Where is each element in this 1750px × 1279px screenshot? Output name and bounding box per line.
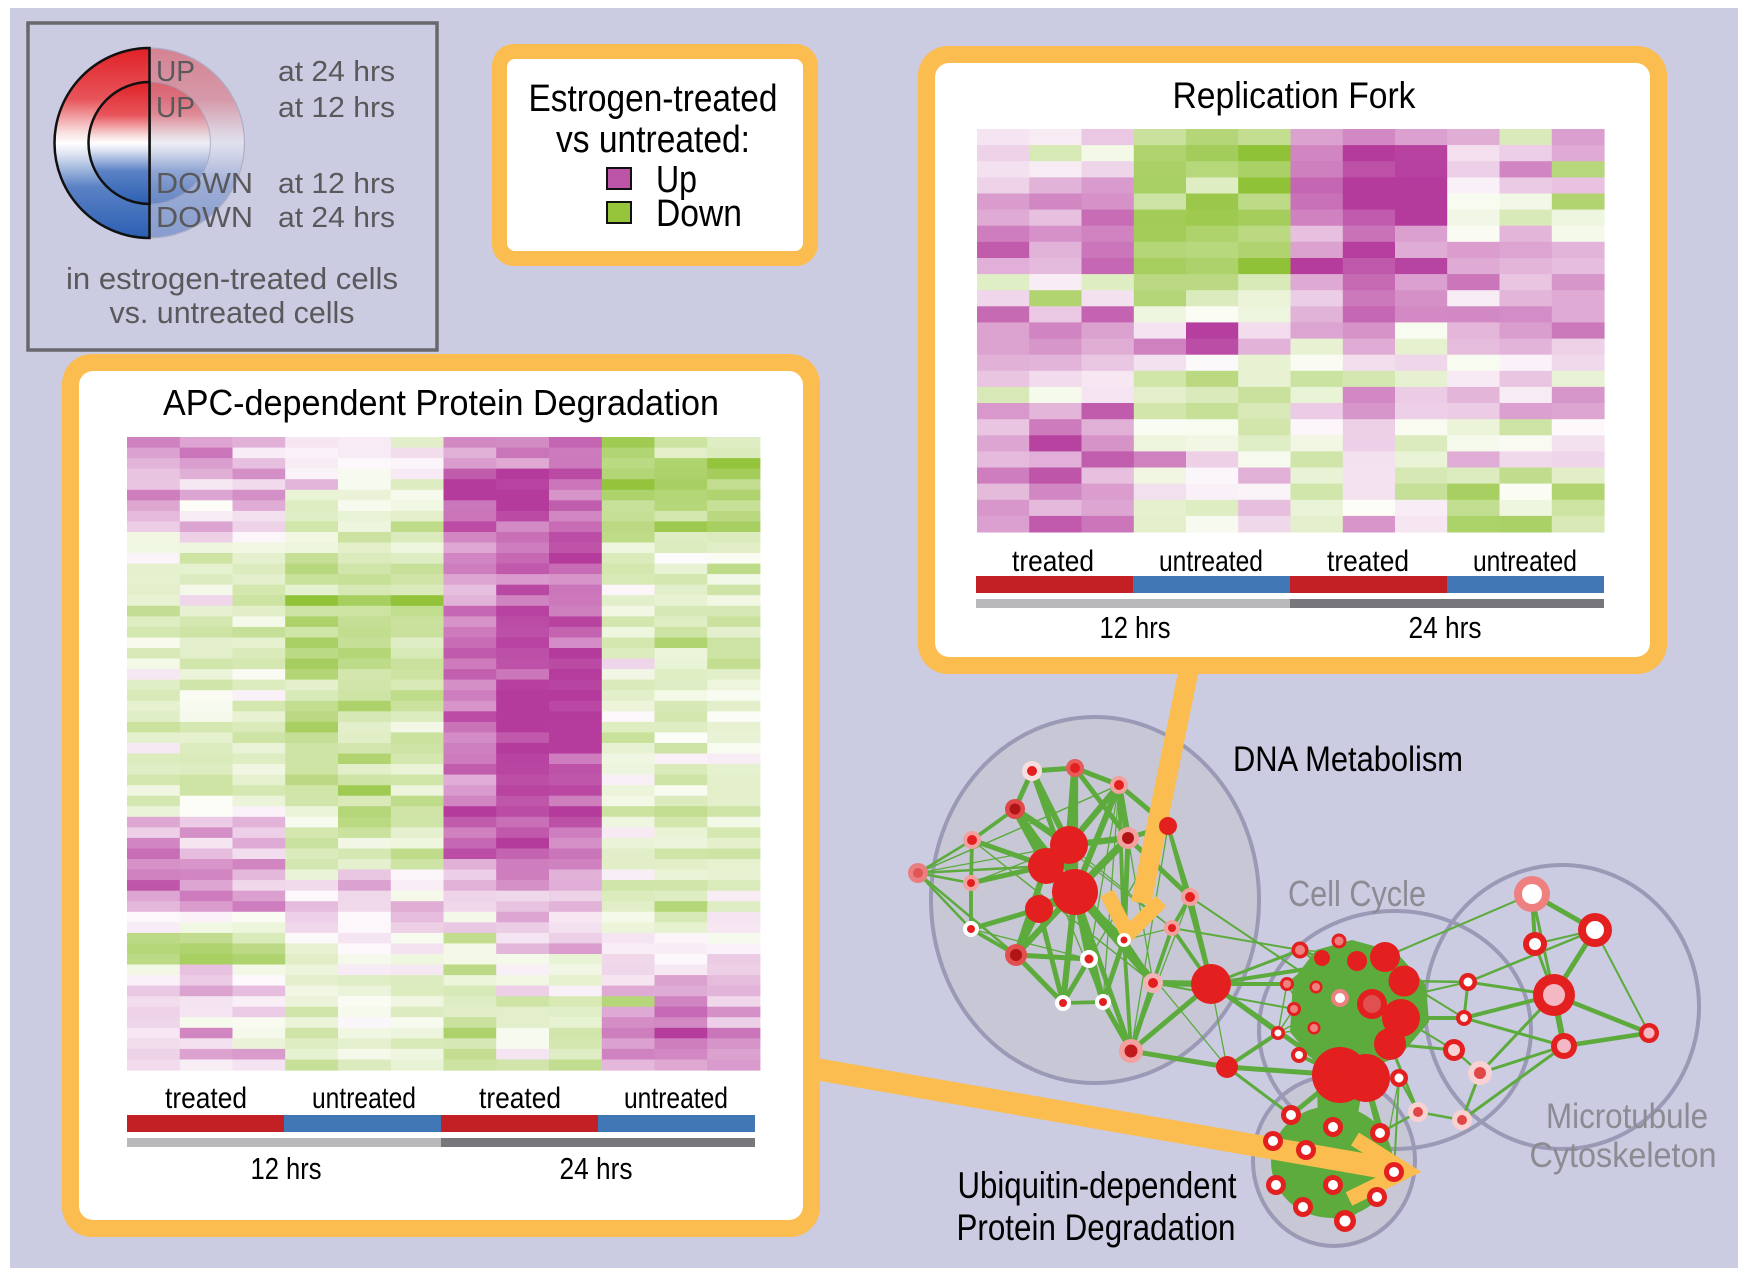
svg-text:APC-dependent Protein Degradat: APC-dependent Protein Degradation <box>163 382 719 423</box>
svg-text:24 hrs: 24 hrs <box>1409 610 1482 645</box>
svg-text:UP: UP <box>156 92 195 124</box>
svg-text:12 hrs: 12 hrs <box>1100 610 1171 645</box>
svg-text:12 hrs: 12 hrs <box>251 1151 322 1186</box>
svg-text:DOWN: DOWN <box>156 168 253 200</box>
svg-text:DOWN: DOWN <box>156 202 253 234</box>
svg-text:at 12 hrs: at 12 hrs <box>278 168 395 200</box>
svg-text:at 24 hrs: at 24 hrs <box>278 56 395 88</box>
svg-text:vs untreated:: vs untreated: <box>556 119 750 161</box>
svg-text:at 24 hrs: at 24 hrs <box>278 202 395 234</box>
svg-text:vs. untreated cells: vs. untreated cells <box>110 295 355 330</box>
svg-text:in estrogen-treated cells: in estrogen-treated cells <box>66 261 398 296</box>
svg-text:treated: treated <box>165 1082 247 1115</box>
svg-text:Estrogen-treated: Estrogen-treated <box>529 78 778 120</box>
svg-text:UP: UP <box>156 56 195 88</box>
svg-text:untreated: untreated <box>1473 545 1577 578</box>
svg-text:Down: Down <box>656 193 742 235</box>
svg-text:Cell Cycle: Cell Cycle <box>1288 873 1426 914</box>
svg-text:untreated: untreated <box>312 1082 416 1115</box>
svg-text:DNA Metabolism: DNA Metabolism <box>1233 740 1463 779</box>
svg-text:treated: treated <box>479 1082 561 1115</box>
svg-text:Protein Degradation: Protein Degradation <box>957 1207 1236 1248</box>
svg-text:Replication Fork: Replication Fork <box>1173 75 1416 116</box>
svg-text:untreated: untreated <box>1159 545 1263 578</box>
svg-text:treated: treated <box>1327 545 1409 578</box>
svg-text:at 12 hrs: at 12 hrs <box>278 92 395 124</box>
svg-text:untreated: untreated <box>624 1082 728 1115</box>
svg-text:Up: Up <box>656 159 697 201</box>
svg-text:Ubiquitin-dependent: Ubiquitin-dependent <box>958 1165 1238 1206</box>
svg-text:treated: treated <box>1012 545 1094 578</box>
svg-text:24 hrs: 24 hrs <box>560 1151 633 1186</box>
svg-text:Microtubule: Microtubule <box>1546 1097 1708 1136</box>
svg-text:Cytoskeleton: Cytoskeleton <box>1530 1136 1717 1175</box>
